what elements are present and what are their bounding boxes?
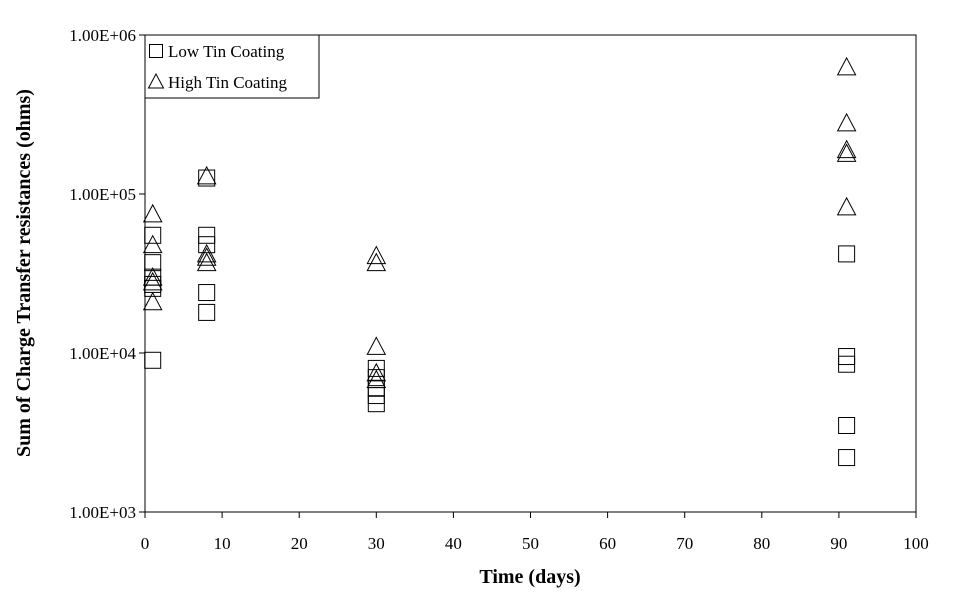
x-tick-label: 30: [368, 534, 385, 553]
x-tick-label: 50: [522, 534, 539, 553]
data-point-low-tin: [144, 226, 162, 244]
data-markers: [142, 56, 857, 467]
data-point-low-tin: [144, 351, 162, 369]
data-point-low-tin: [198, 169, 216, 187]
y-tick-label: 1.00E+06: [69, 26, 136, 45]
data-point-high-tin: [836, 196, 857, 216]
data-point-high-tin: [142, 267, 163, 286]
x-tick-label: 0: [141, 534, 150, 553]
data-point-high-tin: [366, 362, 387, 382]
legend: Low Tin Coating High Tin Coating: [144, 34, 320, 99]
data-point-low-tin: [144, 254, 162, 272]
data-point-high-tin: [196, 252, 217, 272]
y-axis: 1.00E+03 1.00E+04 1.00E+05 1.00E+06: [69, 26, 145, 522]
x-tick-label: 80: [753, 534, 770, 553]
legend-label-high-tin: High Tin Coating: [168, 73, 288, 92]
data-point-low-tin: [198, 226, 216, 244]
data-point-high-tin: [142, 271, 163, 291]
y-tick-label: 1.00E+04: [69, 344, 136, 363]
legend-box: [144, 34, 320, 99]
data-point-high-tin: [366, 336, 387, 355]
data-point-high-tin: [366, 369, 387, 389]
x-tick-label: 60: [599, 534, 616, 553]
data-point-low-tin: [367, 359, 385, 377]
data-point-low-tin: [367, 395, 385, 413]
x-axis-title: Time (days): [479, 566, 580, 588]
data-point-low-tin: [198, 284, 216, 302]
data-point-high-tin: [196, 247, 217, 266]
x-tick-label: 20: [291, 534, 308, 553]
data-point-high-tin: [196, 165, 217, 185]
legend-triangle-marker: [147, 72, 165, 89]
data-point-low-tin: [367, 369, 385, 387]
data-point-low-tin: [838, 416, 856, 434]
data-point-high-tin: [142, 234, 163, 254]
data-point-high-tin: [366, 252, 387, 272]
legend-square-marker: [149, 44, 163, 58]
x-axis: 0 10 20 30 40 50 60 70 80 90 100: [141, 512, 929, 553]
data-point-high-tin: [142, 203, 163, 223]
x-tick-label: 10: [214, 534, 231, 553]
x-tick-label: 70: [676, 534, 693, 553]
x-tick-label: 100: [903, 534, 929, 553]
data-point-low-tin: [838, 449, 856, 467]
data-point-low-tin: [838, 355, 856, 373]
data-point-high-tin: [366, 245, 387, 265]
data-point-high-tin: [836, 143, 857, 162]
data-point-high-tin: [836, 56, 857, 76]
y-tick-label: 1.00E+05: [69, 185, 136, 204]
x-tick-label: 40: [445, 534, 462, 553]
x-tick-label: 90: [830, 534, 847, 553]
plot-area: [144, 34, 917, 513]
data-point-high-tin: [836, 139, 857, 159]
data-point-low-tin: [838, 245, 856, 263]
legend-label-low-tin: Low Tin Coating: [168, 42, 285, 61]
data-point-high-tin: [142, 291, 163, 311]
data-point-low-tin: [198, 303, 216, 321]
y-axis-title: Sum of Charge Transfer resistances (ohms…: [13, 89, 35, 457]
y-tick-label: 1.00E+03: [69, 503, 136, 522]
data-point-high-tin: [196, 243, 217, 263]
data-point-high-tin: [836, 112, 857, 132]
data-point-low-tin: [367, 379, 385, 397]
